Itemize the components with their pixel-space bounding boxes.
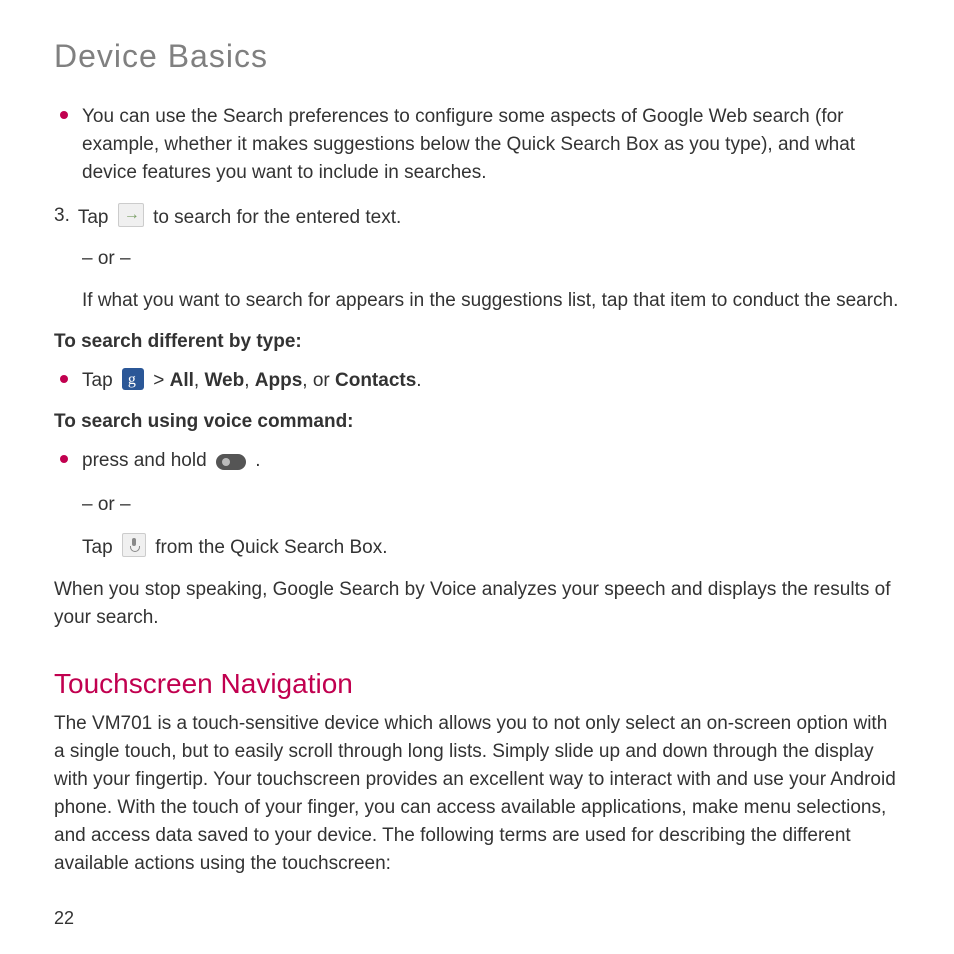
step-number: 3. bbox=[54, 203, 70, 229]
sep2: , bbox=[244, 370, 255, 391]
sep3: , or bbox=[302, 370, 335, 391]
step-3-row: 3. Tap to search for the entered text. bbox=[54, 203, 900, 231]
bullet-search-type: Tap > All, Web, Apps, or Contacts. bbox=[54, 367, 900, 395]
opt-web: Web bbox=[204, 370, 244, 391]
gt-symbol: > bbox=[153, 370, 164, 391]
voice-tap-label: Tap bbox=[82, 537, 113, 558]
sep1: , bbox=[194, 370, 205, 391]
bullet-text: You can use the Search preferences to co… bbox=[82, 103, 900, 187]
voice-tap-mic: Tap from the Quick Search Box. bbox=[82, 533, 900, 562]
opt-contacts: Contacts bbox=[335, 370, 416, 391]
voice-or: – or – bbox=[82, 491, 900, 519]
search-arrow-icon bbox=[118, 203, 144, 227]
voice-key-icon bbox=[216, 454, 246, 470]
search-type-text: Tap > All, Web, Apps, or Contacts. bbox=[82, 367, 422, 395]
step3-after-icon: to search for the entered text. bbox=[153, 207, 401, 228]
page-content: Device Basics You can use the Search pre… bbox=[0, 0, 954, 878]
heading-touchscreen-navigation: Touchscreen Navigation bbox=[54, 668, 900, 700]
bullet-voice: press and hold . bbox=[54, 447, 900, 475]
voice-from-box: from the Quick Search Box. bbox=[155, 537, 387, 558]
page-number: 22 bbox=[54, 908, 74, 929]
voice-press-hold-label: press and hold bbox=[82, 450, 207, 471]
touchnav-body: The VM701 is a touch-sensitive device wh… bbox=[54, 710, 900, 878]
step3-or: – or – bbox=[82, 245, 900, 273]
label-voice-command: To search using voice command: bbox=[54, 411, 900, 433]
label-search-by-type: To search different by type: bbox=[54, 331, 900, 353]
google-g-icon bbox=[122, 368, 144, 390]
bullet-dot-icon bbox=[60, 111, 68, 119]
period: . bbox=[416, 370, 421, 391]
opt-all: All bbox=[170, 370, 194, 391]
bullet-dot-icon bbox=[60, 375, 68, 383]
step3-suggestion: If what you want to search for appears i… bbox=[82, 287, 900, 315]
search-type-tap: Tap bbox=[82, 370, 113, 391]
step3-tap-label: Tap bbox=[78, 207, 109, 228]
voice-result-paragraph: When you stop speaking, Google Search by… bbox=[54, 576, 900, 632]
microphone-icon bbox=[122, 533, 146, 557]
voice-period1: . bbox=[255, 450, 260, 471]
bullet-dot-icon bbox=[60, 455, 68, 463]
voice-press-hold: press and hold . bbox=[82, 447, 261, 475]
step-3-text: Tap to search for the entered text. bbox=[78, 203, 401, 231]
page-title: Device Basics bbox=[54, 38, 900, 75]
opt-apps: Apps bbox=[255, 370, 303, 391]
bullet-search-prefs: You can use the Search preferences to co… bbox=[54, 103, 900, 187]
page-container: Device Basics You can use the Search pre… bbox=[0, 0, 954, 954]
